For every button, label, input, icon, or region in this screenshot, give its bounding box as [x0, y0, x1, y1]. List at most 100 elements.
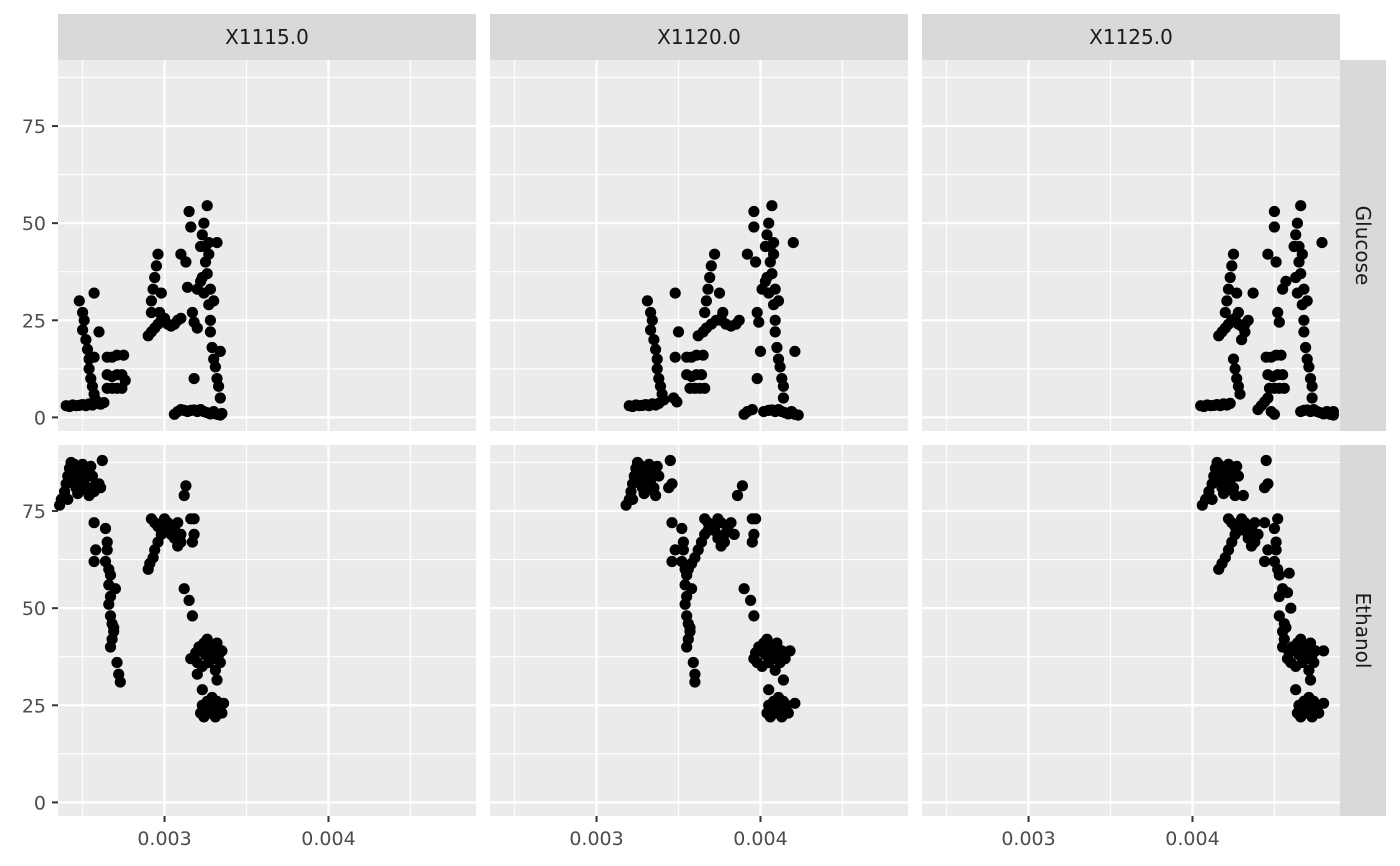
data-point: [750, 513, 762, 525]
data-point: [738, 583, 750, 595]
facet-strip-right: [1340, 60, 1386, 431]
data-point: [185, 221, 197, 233]
data-point: [792, 409, 804, 421]
data-point: [679, 598, 691, 610]
data-point: [725, 517, 737, 529]
y-tick-label: 25: [22, 695, 46, 717]
data-point: [90, 544, 102, 556]
data-point: [178, 583, 190, 595]
data-point: [789, 345, 801, 357]
data-point: [1316, 237, 1328, 249]
panel-backgrounds: [58, 60, 1340, 816]
data-point: [1303, 361, 1315, 373]
data-point: [111, 656, 123, 669]
data-point: [191, 322, 203, 334]
data-point: [750, 256, 762, 268]
data-point: [1229, 470, 1241, 482]
data-point: [65, 474, 77, 486]
data-point: [188, 513, 200, 525]
data-point: [645, 324, 657, 336]
data-point: [93, 326, 105, 338]
data-point: [1291, 217, 1303, 229]
data-point: [88, 351, 100, 363]
data-point: [751, 306, 763, 319]
data-point: [90, 394, 102, 406]
y-tick-label: 25: [22, 310, 46, 332]
data-point: [754, 345, 767, 357]
data-point: [1221, 295, 1233, 307]
data-point: [183, 205, 195, 218]
x-tick-label: 0.004: [1165, 828, 1219, 850]
data-point: [1262, 392, 1274, 404]
data-point: [774, 361, 786, 373]
data-point: [1259, 517, 1271, 529]
data-point: [689, 676, 701, 688]
data-point: [1298, 283, 1310, 295]
data-point: [1209, 474, 1221, 486]
data-point: [175, 528, 187, 541]
data-point: [1313, 707, 1325, 719]
data-point: [669, 287, 681, 299]
y-tick-label: 50: [22, 213, 46, 235]
x-tick-label: 0.003: [1001, 828, 1055, 850]
data-point: [728, 528, 740, 541]
panel-background-X1120.0-Ethanol: [490, 445, 908, 816]
data-point: [196, 271, 208, 284]
data-point: [669, 544, 681, 556]
data-point: [1280, 275, 1292, 287]
y-tick-label: 75: [22, 116, 46, 138]
data-point: [1298, 326, 1310, 338]
data-point: [214, 392, 226, 404]
data-point: [211, 674, 223, 686]
panel-background-X1115.0-Ethanol: [58, 445, 476, 816]
facet-strip-top: [922, 14, 1340, 60]
data-point: [209, 361, 221, 373]
data-point: [104, 641, 117, 653]
data-point: [181, 281, 194, 293]
data-point: [1290, 229, 1302, 241]
data-point: [81, 470, 94, 482]
data-point: [196, 229, 208, 241]
data-point: [763, 217, 775, 229]
data-point: [1273, 569, 1285, 581]
data-point: [748, 221, 760, 233]
data-point: [646, 470, 658, 482]
data-point: [88, 287, 100, 299]
data-point: [769, 283, 781, 295]
data-point: [216, 707, 228, 719]
y-tick-label: 0: [34, 407, 46, 429]
data-point: [85, 460, 97, 472]
data-point: [651, 353, 663, 365]
data-point: [686, 583, 698, 595]
data-point: [669, 351, 681, 363]
data-point: [191, 668, 203, 680]
data-point: [88, 555, 100, 568]
data-point: [93, 478, 105, 490]
data-point: [201, 200, 213, 212]
data-point: [771, 341, 783, 354]
data-point: [745, 594, 757, 607]
data-point: [761, 271, 773, 284]
data-point: [1285, 602, 1297, 614]
data-point: [178, 489, 190, 502]
data-point: [72, 466, 84, 478]
data-point: [214, 345, 226, 357]
data-point: [1249, 517, 1261, 529]
data-point: [1237, 489, 1249, 502]
data-point: [208, 295, 220, 307]
data-point: [211, 237, 223, 249]
data-point: [700, 295, 713, 307]
data-point: [646, 314, 658, 326]
data-point: [145, 306, 157, 319]
data-point: [1308, 656, 1320, 669]
data-point: [185, 653, 197, 665]
data-point: [677, 544, 690, 556]
data-point: [705, 260, 717, 272]
data-point: [699, 306, 711, 319]
axes: 0 25 50 75 0 25 50 75 0.003 0.004 0.003 0.004 0.003 0…: [22, 116, 1220, 850]
data-point: [1272, 513, 1284, 525]
data-point: [748, 610, 760, 622]
data-point: [718, 536, 731, 548]
data-point: [681, 641, 693, 653]
data-point: [196, 684, 208, 696]
